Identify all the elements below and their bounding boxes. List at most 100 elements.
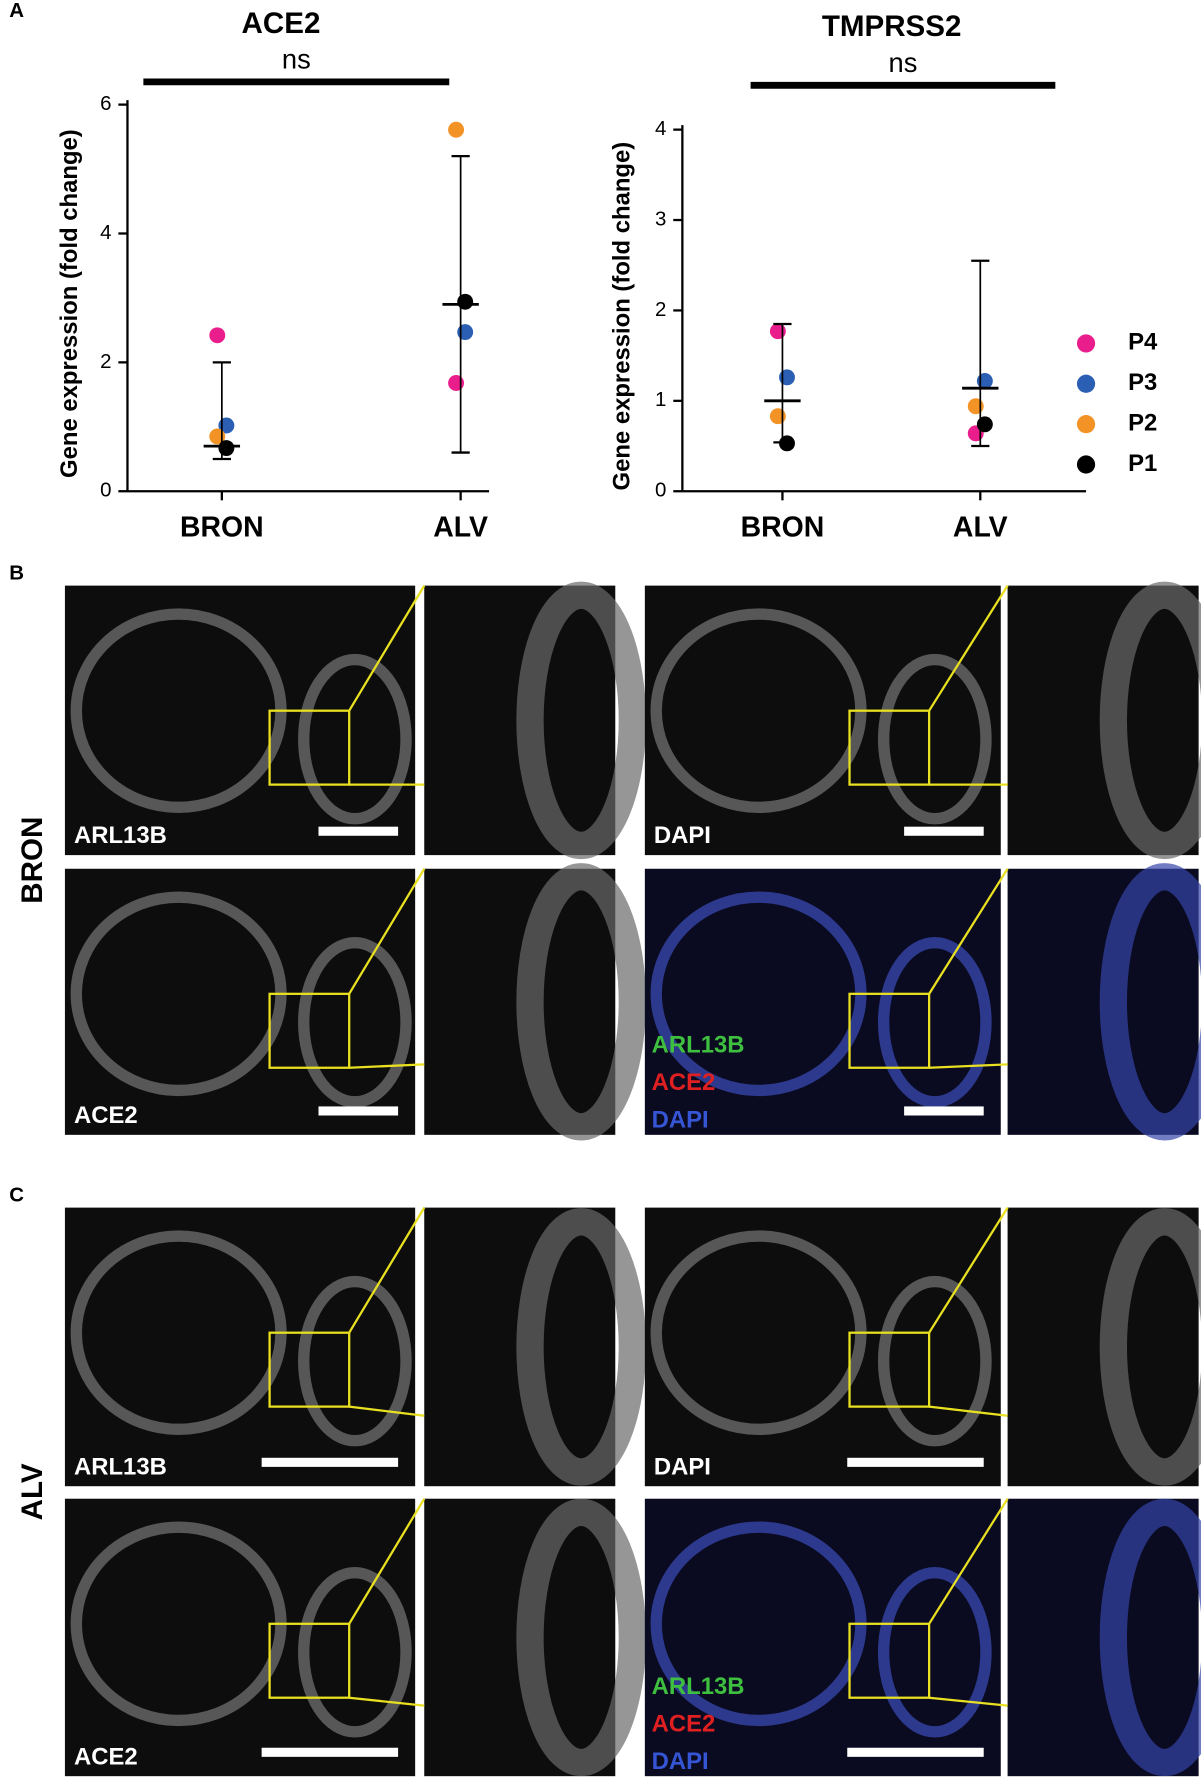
row-label: BRON xyxy=(16,817,49,904)
organoid xyxy=(298,1275,412,1447)
panel-label: A xyxy=(9,0,24,22)
zoom-cells xyxy=(516,1498,646,1777)
zoom-cells xyxy=(516,1208,646,1486)
y-axis-label: Gene expression (fold change) xyxy=(56,129,83,478)
data-point xyxy=(779,369,795,386)
organoid xyxy=(298,936,412,1108)
x-tick-label: ALV xyxy=(953,511,1008,543)
x-tick-label: BRON xyxy=(741,511,825,543)
image-caption: ARL13B xyxy=(74,1453,167,1480)
zoom-cells xyxy=(516,581,646,860)
legend-label: P1 xyxy=(1128,450,1157,477)
y-tick-label: 2 xyxy=(655,298,666,321)
merge-caption: ACE2 xyxy=(652,1710,716,1737)
data-point xyxy=(457,293,474,310)
legend-marker xyxy=(1076,334,1096,353)
zoom-line xyxy=(928,1498,1009,1625)
x-tick-label: BRON xyxy=(180,511,264,543)
merge-caption: DAPI xyxy=(652,1748,709,1775)
y-axis-label: Gene expression (fold change) xyxy=(609,142,636,491)
zoom-line xyxy=(348,868,426,995)
y-tick-label: 0 xyxy=(100,479,111,502)
y-tick-label: 4 xyxy=(100,221,111,244)
zoom-line xyxy=(348,1207,426,1334)
data-point xyxy=(209,327,226,344)
zoom-box xyxy=(848,992,931,1069)
data-point xyxy=(976,372,993,389)
data-point xyxy=(218,440,235,457)
organoid xyxy=(298,653,412,825)
organoid xyxy=(877,653,992,825)
legend-marker xyxy=(1076,455,1096,474)
merge-caption: ARL13B xyxy=(652,1031,745,1058)
row-label: ALV xyxy=(16,1463,49,1520)
zoom-box xyxy=(848,709,931,786)
data-point xyxy=(967,398,984,415)
zoom-cells xyxy=(1099,1498,1201,1777)
y-tick-label: 0 xyxy=(655,479,666,502)
zoom-box xyxy=(848,1622,931,1699)
legend-label: P2 xyxy=(1128,409,1157,436)
significance-label: ns xyxy=(282,44,311,75)
zoom-box xyxy=(268,1331,351,1408)
scale-bar xyxy=(318,1106,399,1116)
image-caption: ACE2 xyxy=(74,1102,138,1129)
panel-label: B xyxy=(9,562,24,585)
organoid xyxy=(877,936,992,1108)
x-tick-label: ALV xyxy=(433,511,488,543)
merge-caption: ACE2 xyxy=(652,1069,716,1096)
data-point xyxy=(457,324,474,341)
zoom-line xyxy=(928,868,1009,995)
zoom-line xyxy=(349,1405,425,1417)
scale-bar xyxy=(261,1457,399,1467)
y-tick-label: 6 xyxy=(100,92,111,115)
significance-label: ns xyxy=(889,47,918,78)
data-point xyxy=(769,323,786,340)
image-caption: ACE2 xyxy=(74,1743,138,1770)
zoom-box xyxy=(268,992,351,1069)
legend-label: P4 xyxy=(1128,329,1158,356)
zoom-cells xyxy=(1099,581,1201,860)
zoom-line xyxy=(928,1405,1008,1417)
zoom-line xyxy=(928,1207,1009,1334)
zoom-cells xyxy=(1099,1208,1201,1486)
data-point xyxy=(448,375,465,391)
y-tick-label: 2 xyxy=(100,350,111,373)
zoom-box xyxy=(268,1622,351,1699)
zoom-cells xyxy=(516,863,646,1141)
image-caption: ARL13B xyxy=(74,822,167,849)
legend-marker xyxy=(1076,374,1096,393)
micrograph xyxy=(64,868,416,1135)
zoom-line xyxy=(928,585,1009,712)
scale-bar xyxy=(847,1457,984,1467)
zoom-line xyxy=(929,1696,1008,1707)
zoom-box xyxy=(268,709,351,786)
y-tick-label: 4 xyxy=(655,117,666,140)
zoom-line xyxy=(348,585,426,712)
scale-bar xyxy=(904,1106,984,1116)
scale-bar xyxy=(318,826,399,836)
legend-marker xyxy=(1076,415,1096,434)
data-point xyxy=(976,416,993,433)
scale-bar xyxy=(261,1747,399,1757)
merge-caption: ARL13B xyxy=(652,1673,745,1700)
data-point xyxy=(448,121,465,138)
zoom-line xyxy=(349,1063,425,1069)
zoom-line xyxy=(348,1498,426,1625)
chart-title: ACE2 xyxy=(242,7,321,40)
organoid xyxy=(877,1566,992,1738)
scale-bar xyxy=(847,1747,984,1757)
scale-bar xyxy=(904,826,984,836)
zoom-line xyxy=(929,1063,1008,1069)
legend-label: P3 xyxy=(1128,369,1157,396)
zoom-cells xyxy=(1099,863,1201,1141)
zoom-line xyxy=(349,1696,425,1707)
panel-label: C xyxy=(9,1184,24,1207)
organoid xyxy=(298,1566,412,1738)
merge-caption: DAPI xyxy=(652,1107,709,1134)
organoid xyxy=(877,1275,992,1447)
y-tick-label: 3 xyxy=(655,207,666,230)
image-caption: DAPI xyxy=(654,1453,711,1480)
y-tick-label: 1 xyxy=(655,388,666,411)
